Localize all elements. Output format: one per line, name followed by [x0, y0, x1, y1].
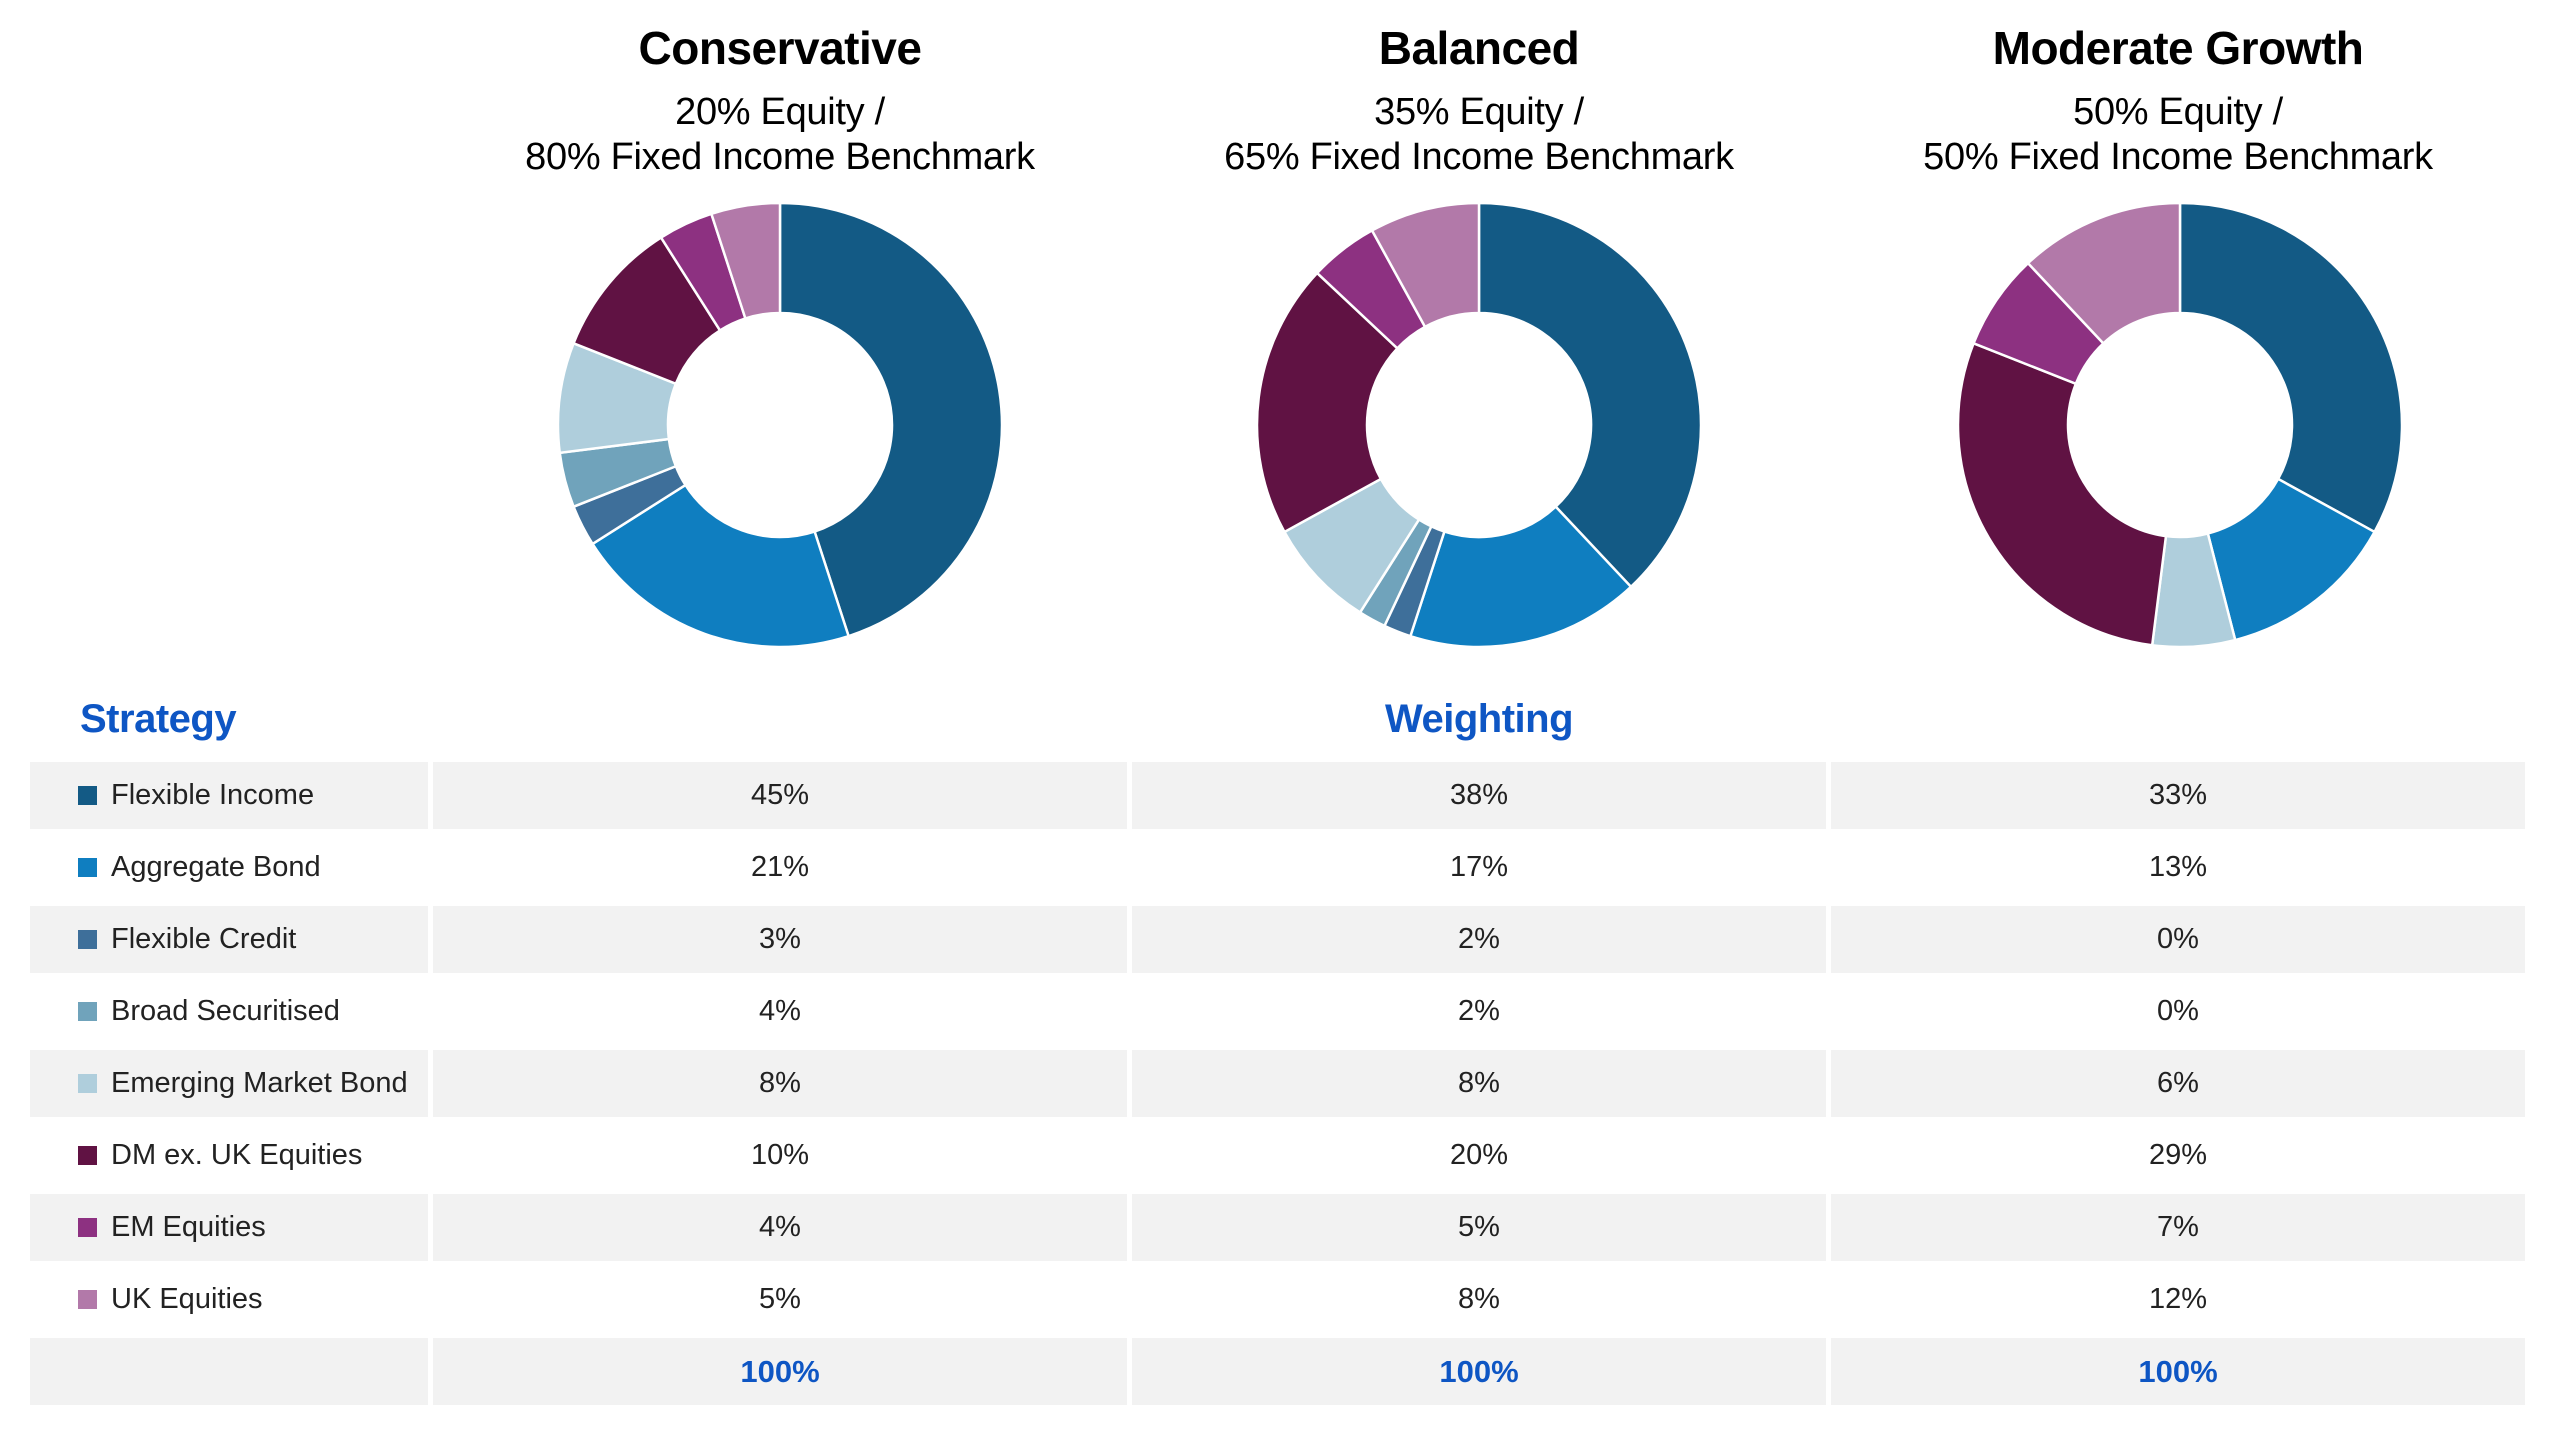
weighting-value-cell-balanced: 17%: [1449, 851, 1509, 883]
weighting-value-cell-conservative: 45%: [433, 762, 1127, 829]
weighting-value-cell-balanced: 8%: [1458, 1283, 1500, 1315]
legend-swatch-emerging-market-bond: [78, 1074, 97, 1093]
portfolio-title: Conservative: [638, 22, 922, 74]
strategy-label-cell-aggregate-bond: Aggregate Bond: [30, 834, 428, 901]
weighting-value-cell-conservative: 4%: [759, 995, 801, 1027]
donut-segment-dm-ex-uk-equities: [1255, 271, 1400, 534]
donut-segment-flexible-income: [1477, 201, 1703, 589]
portfolio-header-conservative: Conservative 20% Equity / 80% Fixed Inco…: [433, 22, 1127, 180]
portfolio-subtitle: 35% Equity / 65% Fixed Income Benchmark: [1132, 90, 1826, 180]
weighting-value-cell-balanced: 2%: [1458, 995, 1500, 1027]
weighting-column-header: Weighting: [1384, 697, 1574, 741]
weighting-value-cell-moderate-growth: 29%: [2148, 1139, 2208, 1171]
donut-segment-flexible-income: [778, 201, 1004, 638]
donut-chart-conservative: [556, 201, 1004, 649]
weighting-value-cell-conservative: 4%: [433, 1194, 1127, 1261]
portfolio-subtitle-line2: 50% Fixed Income Benchmark: [1923, 136, 2433, 178]
weighting-total-cell-conservative: 100%: [433, 1338, 1127, 1405]
donut-segment-aggregate-bond: [1408, 504, 1633, 649]
strategy-label: EM Equities: [111, 1211, 266, 1243]
legend-swatch-broad-securitised: [78, 1002, 97, 1021]
donut-chart-balanced: [1255, 201, 1703, 649]
donut-segment-uk-equities: [2026, 201, 2182, 346]
weighting-value-cell-moderate-growth: 6%: [1831, 1050, 2525, 1117]
strategy-label-cell-flexible-income: Flexible Income: [30, 762, 428, 829]
legend-swatch-flexible-income: [78, 786, 97, 805]
weighting-value-cell-balanced: 2%: [1132, 906, 1826, 973]
weighting-value-cell-conservative: 10%: [750, 1139, 810, 1171]
portfolio-title: Balanced: [1378, 22, 1580, 74]
weighting-value-cell-balanced: 8%: [1132, 1050, 1826, 1117]
donut-segment-uk-equities: [1370, 201, 1481, 329]
legend-swatch-em-equities: [78, 1218, 97, 1237]
donut-chart-moderate-growth: [1956, 201, 2404, 649]
strategy-label: Emerging Market Bond: [111, 1067, 408, 1099]
strategy-column-header: Strategy: [80, 697, 237, 741]
donut-segment-dm-ex-uk-equities: [1956, 341, 2168, 647]
weighting-table: Flexible Income 45% 38% 33% Aggregate Bond 21…: [30, 762, 2525, 1405]
strategy-label-cell-broad-securitised: Broad Securitised: [30, 978, 428, 1045]
portfolio-title: Moderate Growth: [1992, 22, 2364, 74]
strategy-label: Flexible Credit: [111, 923, 297, 955]
portfolio-subtitle-line1: 35% Equity /: [1374, 91, 1584, 133]
table-header: Strategy Weighting: [30, 688, 2525, 742]
weighting-value-cell-conservative: 21%: [750, 851, 810, 883]
legend-swatch-flexible-credit: [78, 930, 97, 949]
strategy-label: Flexible Income: [111, 779, 315, 811]
legend-swatch-dm-ex-uk-equities: [78, 1146, 97, 1165]
weighting-value-cell-balanced: 20%: [1449, 1139, 1509, 1171]
portfolio-header-balanced: Balanced 35% Equity / 65% Fixed Income B…: [1132, 22, 1826, 180]
strategy-label: DM ex. UK Equities: [111, 1139, 363, 1171]
totals-row-label-cell: [30, 1338, 428, 1405]
strategy-label: Aggregate Bond: [111, 851, 321, 883]
portfolio-header-moderate-growth: Moderate Growth 50% Equity / 50% Fixed I…: [1831, 22, 2525, 180]
strategy-label-cell-emerging-market-bond: Emerging Market Bond: [30, 1050, 428, 1117]
portfolio-subtitle-line1: 50% Equity /: [2073, 91, 2283, 133]
legend-swatch-uk-equities: [78, 1290, 97, 1309]
donut-segment-aggregate-bond: [590, 483, 851, 649]
portfolio-subtitle-line2: 65% Fixed Income Benchmark: [1224, 136, 1734, 178]
strategy-label: UK Equities: [111, 1283, 263, 1315]
weighting-value-cell-conservative: 5%: [759, 1283, 801, 1315]
strategy-label: Broad Securitised: [111, 995, 340, 1027]
portfolio-subtitle-line2: 80% Fixed Income Benchmark: [525, 136, 1035, 178]
portfolio-subtitle-line1: 20% Equity /: [675, 91, 885, 133]
donut-segment-uk-equities: [709, 201, 782, 321]
portfolio-subtitle: 50% Equity / 50% Fixed Income Benchmark: [1831, 90, 2525, 180]
weighting-value-cell-balanced: 38%: [1132, 762, 1826, 829]
weighting-value-cell-moderate-growth: 33%: [1831, 762, 2525, 829]
weighting-value-cell-moderate-growth: 12%: [2148, 1283, 2208, 1315]
strategy-label-cell-uk-equities: UK Equities: [30, 1266, 428, 1333]
legend-swatch-aggregate-bond: [78, 858, 97, 877]
weighting-total-cell-moderate-growth: 100%: [1831, 1338, 2525, 1405]
strategy-label-cell-em-equities: EM Equities: [30, 1194, 428, 1261]
weighting-value-cell-moderate-growth: 0%: [1831, 906, 2525, 973]
weighting-value-cell-moderate-growth: 0%: [2157, 995, 2199, 1027]
portfolio-subtitle: 20% Equity / 80% Fixed Income Benchmark: [433, 90, 1127, 180]
weighting-value-cell-conservative: 3%: [433, 906, 1127, 973]
weighting-value-cell-conservative: 8%: [433, 1050, 1127, 1117]
strategy-label-cell-flexible-credit: Flexible Credit: [30, 906, 428, 973]
strategy-label-cell-dm-ex-uk-equities: DM ex. UK Equities: [30, 1122, 428, 1189]
weighting-value-cell-moderate-growth: 7%: [1831, 1194, 2525, 1261]
donut-segment-flexible-income: [2178, 201, 2404, 534]
weighting-total-cell-balanced: 100%: [1132, 1338, 1826, 1405]
weighting-value-cell-moderate-growth: 13%: [2148, 851, 2208, 883]
weighting-value-cell-balanced: 5%: [1132, 1194, 1826, 1261]
